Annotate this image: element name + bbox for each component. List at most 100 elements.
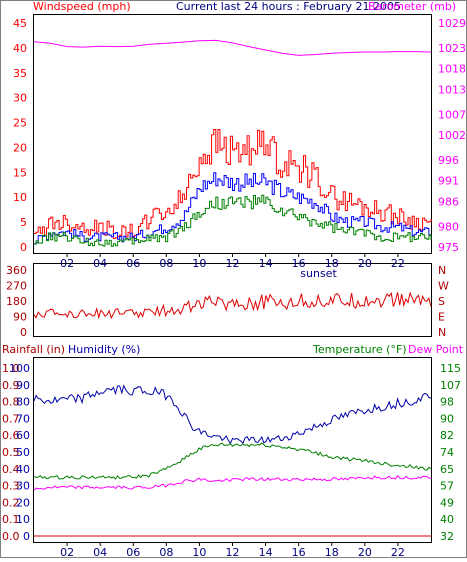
direction-tick-180: 180 xyxy=(6,295,27,308)
rainfall-tick-4: 0.4 xyxy=(2,463,20,476)
barometer-tick-1029: 1029 xyxy=(438,17,466,30)
compass-tick-2: S xyxy=(438,295,445,308)
humidity-tick-9: 90 xyxy=(16,379,30,392)
barometer-tick-975: 975 xyxy=(438,241,459,254)
compass-tick-4: N xyxy=(438,264,446,277)
top-x-label-08: 08 xyxy=(159,257,173,270)
humidity-tick-2: 20 xyxy=(16,496,30,509)
top-panel-frame xyxy=(33,14,432,254)
windspeed-tick-30: 30 xyxy=(13,92,27,105)
bottom-x-label-14: 14 xyxy=(259,546,273,558)
top-x-label-16: 16 xyxy=(292,257,306,270)
top-x-label-18: 18 xyxy=(325,257,339,270)
temperature-tick-10: 115 xyxy=(440,362,461,375)
rainfall-tick-10: 1.0 xyxy=(2,362,20,375)
bottom-x-label-12: 12 xyxy=(226,546,240,558)
rainfall-axis-title: Rainfall (in) xyxy=(2,343,65,356)
direction-tick-360: 360 xyxy=(6,264,27,277)
humidity-tick-3: 30 xyxy=(16,480,30,493)
barometer-tick-1002: 1002 xyxy=(438,129,466,142)
top-x-label-10: 10 xyxy=(192,257,206,270)
windspeed-tick-20: 20 xyxy=(13,141,27,154)
windspeed-tick-0: 0 xyxy=(20,241,27,254)
bottom-panel-frame xyxy=(33,357,432,543)
wind-direction-line xyxy=(33,291,432,320)
rainfall-tick-7: 0.7 xyxy=(2,412,20,425)
humidity-tick-1: 10 xyxy=(16,513,30,526)
windspeed-tick-25: 25 xyxy=(13,117,27,130)
rainfall-tick-2: 0.2 xyxy=(2,496,20,509)
direction-tick-0: 0 xyxy=(20,326,27,339)
temperature-tick-2: 49 xyxy=(440,496,454,509)
top-x-label-20: 20 xyxy=(358,257,372,270)
rainfall-tick-8: 0.8 xyxy=(2,396,20,409)
barometer-tick-996: 996 xyxy=(438,154,459,167)
rainfall-tick-9: 0.9 xyxy=(2,379,20,392)
barometer-tick-986: 986 xyxy=(438,195,459,208)
bottom-x-label-22: 22 xyxy=(391,546,405,558)
temperature-axis-title: Temperature (°F) xyxy=(312,343,407,356)
rainfall-tick-0: 0.0 xyxy=(2,530,20,543)
temperature-tick-0: 32 xyxy=(440,530,454,543)
wind-average-line xyxy=(34,172,432,245)
temperature-tick-8: 98 xyxy=(440,396,454,409)
temperature-tick-9: 107 xyxy=(440,379,461,392)
barometer-tick-1007: 1007 xyxy=(438,108,466,121)
plot-layer: 0510152025303540459759809869919961002100… xyxy=(2,17,466,562)
top-x-label-12: 12 xyxy=(226,257,240,270)
wind-speed-line xyxy=(34,194,432,247)
compass-tick-3: W xyxy=(438,280,449,293)
top-x-label-02: 02 xyxy=(60,257,74,270)
temperature-tick-5: 74 xyxy=(440,446,454,459)
bottom-x-label-04: 04 xyxy=(93,546,107,558)
humidity-tick-0: 0 xyxy=(23,530,30,543)
bottom-x-label-06: 06 xyxy=(126,546,140,558)
top-sunset-label: sunset xyxy=(300,267,337,280)
windspeed-tick-45: 45 xyxy=(13,17,27,30)
bottom-x-label-18: 18 xyxy=(325,546,339,558)
barometer-line xyxy=(33,39,432,56)
windspeed-tick-35: 35 xyxy=(13,67,27,80)
barometer-tick-1013: 1013 xyxy=(438,83,466,96)
rainfall-tick-5: 0.5 xyxy=(2,446,20,459)
chart-title: Current last 24 hours : February 21 2005 xyxy=(176,0,401,13)
windspeed-tick-40: 40 xyxy=(13,42,27,55)
barometer-tick-980: 980 xyxy=(438,220,459,233)
humidity-tick-7: 70 xyxy=(16,412,30,425)
bottom-x-label-16: 16 xyxy=(292,546,306,558)
compass-tick-0: N xyxy=(438,326,446,339)
temperature-tick-4: 65 xyxy=(440,463,454,476)
humidity-tick-4: 40 xyxy=(16,463,30,476)
wind-gust-line xyxy=(34,129,432,239)
barometer-tick-991: 991 xyxy=(438,175,459,188)
windspeed-tick-10: 10 xyxy=(13,191,27,204)
bottom-x-label-02: 02 xyxy=(60,546,74,558)
humidity-line xyxy=(33,384,432,445)
top-x-label-04: 04 xyxy=(93,257,107,270)
humidity-tick-10: 100 xyxy=(9,362,30,375)
bottom-x-label-10: 10 xyxy=(192,546,206,558)
humidity-tick-6: 60 xyxy=(16,429,30,442)
humidity-tick-8: 80 xyxy=(16,396,30,409)
temperature-tick-6: 82 xyxy=(440,429,454,442)
top-x-label-14: 14 xyxy=(259,257,273,270)
barometer-tick-1018: 1018 xyxy=(438,63,466,76)
bottom-x-label-08: 08 xyxy=(159,546,173,558)
top-x-label-22: 22 xyxy=(391,257,405,270)
windspeed-tick-5: 5 xyxy=(20,216,27,229)
temperature-tick-3: 57 xyxy=(440,480,454,493)
temperature-line xyxy=(33,442,432,480)
barometer-axis-title: Barometer (mb) xyxy=(368,0,456,13)
rainfall-tick-6: 0.6 xyxy=(2,429,20,442)
dewpoint-axis-title: Dew Point xyxy=(408,343,464,356)
temperature-tick-7: 90 xyxy=(440,412,454,425)
windspeed-axis-title: Windspeed (mph) xyxy=(33,0,131,13)
temperature-tick-1: 40 xyxy=(440,513,454,526)
top-x-label-06: 06 xyxy=(126,257,140,270)
barometer-tick-1023: 1023 xyxy=(438,42,466,55)
rainfall-tick-3: 0.3 xyxy=(2,480,20,493)
direction-tick-270: 270 xyxy=(6,280,27,293)
windspeed-tick-15: 15 xyxy=(13,166,27,179)
